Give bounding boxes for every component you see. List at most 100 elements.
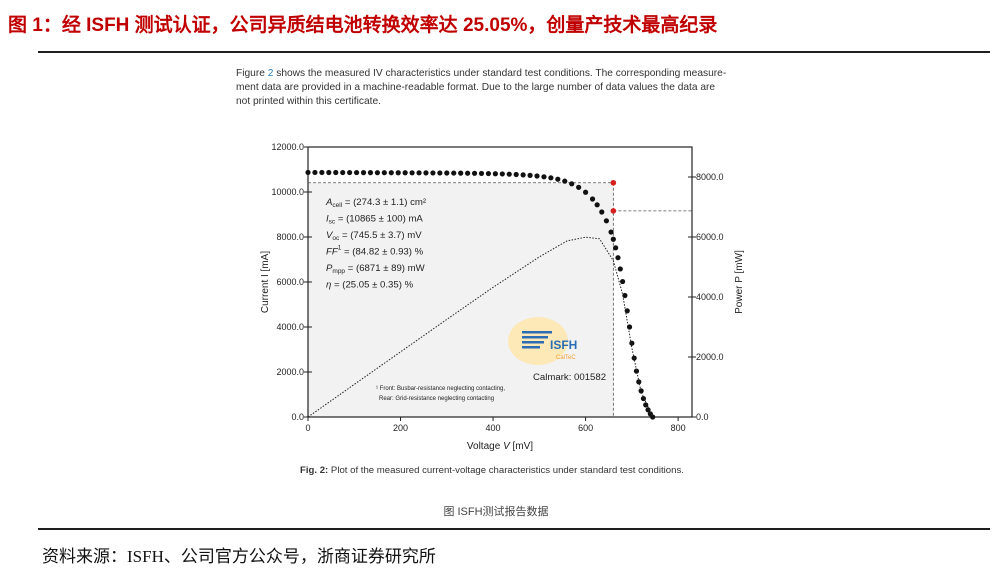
iv-data-point: [471, 170, 478, 176]
caption-label: Fig. 2:: [300, 465, 329, 476]
y-right-tick-label: 4000.0: [696, 292, 724, 302]
iv-chart: 0 200 400 600 800 0.0 2000.0 4000.0 6000.0 8000.0…: [240, 135, 760, 465]
iv-data-point: [541, 174, 547, 180]
iv-data-point: [347, 169, 353, 176]
iv-data-point: [555, 176, 561, 182]
iv-data-point: [485, 170, 492, 177]
iv-data-point: [381, 170, 387, 176]
iv-data-point: [629, 340, 635, 346]
iv-data-point: [360, 170, 367, 176]
iv-data-point: [617, 266, 623, 272]
iv-data-point: [319, 169, 325, 176]
iv-data-point: [326, 169, 332, 176]
iv-data-point: [416, 170, 422, 176]
iv-data-point: [499, 171, 505, 177]
iv-data-point: [312, 169, 318, 176]
x-axis-label: Voltage V [mV]: [467, 441, 533, 452]
y-left-tick-label: 12000.0: [271, 142, 304, 152]
iv-data-point: [582, 189, 589, 195]
iv-data-point: [603, 218, 610, 224]
intro-paragraph: Figure 2 shows the measured IV character…: [236, 67, 776, 109]
iv-data-point: [643, 402, 649, 408]
iv-data-point: [633, 368, 640, 374]
y-right-axis-label: Power P [mW]: [734, 250, 745, 314]
parameter-line: Isc = (10865 ± 100) mA: [326, 214, 423, 226]
iv-data-point: [534, 173, 540, 179]
iv-data-point: [613, 245, 619, 251]
iv-data-point: [624, 308, 630, 314]
iv-data-point: [458, 170, 464, 176]
intro-text-3: ment data are provided in a machine-read…: [236, 82, 716, 93]
iv-data-point: [513, 171, 519, 178]
iv-data-point: [520, 172, 526, 178]
intro-text-4: not printed within this certificate.: [236, 96, 381, 107]
iv-data-point: [451, 170, 457, 176]
iv-data-point: [430, 170, 436, 176]
subcaption: 图 ISFH测试报告数据: [443, 506, 549, 518]
y-left-tick-label: 6000.0: [276, 277, 304, 287]
iv-data-point: [409, 170, 415, 176]
y-left-tick-label: 2000.0: [276, 367, 304, 377]
iv-data-point: [569, 181, 575, 187]
parameter-line: FF1 = (84.82 ± 0.93) %: [326, 245, 424, 258]
iv-data-point: [492, 171, 498, 177]
iv-data-point: [402, 170, 408, 176]
iv-data-point: [333, 169, 339, 176]
top-rule: [38, 51, 990, 53]
y-right-tick-label: 0.0: [696, 412, 709, 422]
parameter-line: Voc = (745.5 ± 3.7) mV: [326, 230, 422, 242]
mpp-current-marker: [610, 179, 617, 186]
mpp-power-marker: [610, 208, 617, 214]
isfh-logo-stripe: [522, 341, 544, 344]
iv-chart-svg: 0 200 400 600 8000.02000.04000.06000.08000.0…: [260, 142, 745, 452]
source-note: 资料来源：ISFH、公司官方公众号，浙商证券研究所: [42, 547, 436, 566]
iv-data-point: [465, 170, 471, 176]
iv-data-point: [599, 209, 605, 215]
y-left-axis-label: Current I [mA]: [260, 251, 271, 313]
iv-data-point: [594, 202, 600, 208]
intro-text-1: Figure: [236, 68, 268, 79]
x-tick-label: 400: [486, 423, 501, 433]
x-tick-label: 600: [578, 423, 593, 433]
iv-data-point: [548, 175, 554, 181]
iv-data-point: [589, 196, 596, 202]
isfh-logo-name: ISFH: [550, 338, 577, 352]
isfh-logo-sub: CalTeC: [556, 355, 576, 361]
iv-data-point: [645, 407, 651, 413]
iv-data-point: [340, 169, 346, 176]
iv-data-point: [478, 170, 485, 177]
figure-reference-link[interactable]: 2: [267, 68, 274, 79]
iv-data-point: [640, 395, 647, 402]
y-right-tick-label: 2000.0: [696, 352, 724, 362]
iv-data-point: [506, 171, 512, 177]
figure-title: 图 1：经 ISFH 测试认证，公司异质结电池转换效率达 25.05%，创量产技…: [8, 15, 718, 36]
footnote-line-1: ¹ Front: Busbar-resistance neglecting co…: [376, 386, 505, 392]
iv-data-point: [622, 292, 628, 299]
iv-data-point: [608, 229, 614, 235]
y-right-tick-label: 6000.0: [696, 232, 724, 242]
parameter-line: Acell = (274.3 ± 1.1) cm²: [325, 197, 427, 209]
isfh-logo-stripe: [522, 336, 548, 339]
iv-data-point: [423, 170, 429, 176]
intro-text-2: shows the measured IV characteristics un…: [273, 68, 727, 79]
y-left-tick-label: 4000.0: [276, 322, 304, 332]
calmark-label: Calmark: 001582: [533, 372, 606, 383]
footnote-line-2: Rear: Grid-resistance neglecting contact…: [379, 396, 494, 402]
iv-data-point: [527, 172, 533, 178]
iv-data-point: [620, 278, 626, 285]
x-tick-label: 800: [671, 423, 686, 433]
iv-data-point: [305, 169, 311, 176]
iv-data-point: [374, 170, 380, 176]
y-left-tick-label: 8000.0: [276, 232, 304, 242]
y-left-tick-label: 0.0: [291, 412, 304, 422]
bottom-rule: [38, 528, 990, 530]
iv-data-point: [562, 178, 568, 184]
y-left-tick-label: 10000.0: [271, 187, 304, 197]
iv-data-point: [610, 236, 616, 242]
iv-data-point: [615, 255, 621, 261]
parameter-line: η = (25.05 ± 0.35) %: [326, 280, 414, 291]
iv-data-point: [576, 184, 582, 190]
x-tick-label: 200: [393, 423, 408, 433]
x-tick-label: 0: [305, 423, 310, 433]
figure-caption: Fig. 2: Plot of the measured current-vol…: [300, 465, 800, 476]
